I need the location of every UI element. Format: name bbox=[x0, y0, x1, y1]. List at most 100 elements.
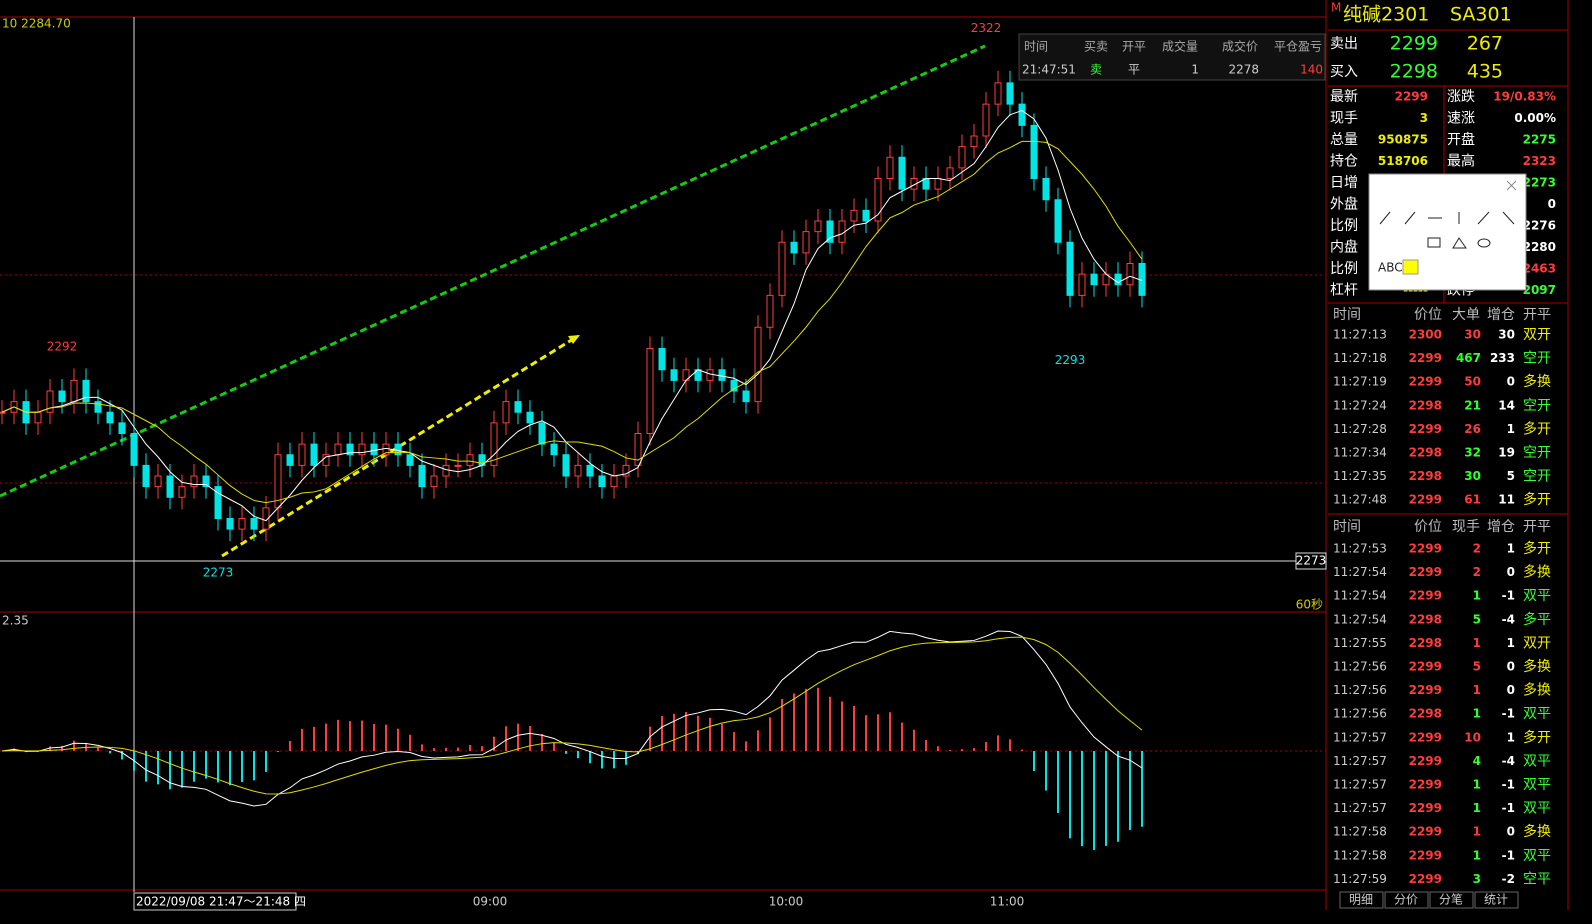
candle-body bbox=[742, 390, 750, 403]
stat-value: 0 bbox=[1548, 197, 1556, 211]
mark: M bbox=[1331, 1, 1341, 15]
candle-body bbox=[970, 135, 978, 148]
candle-body bbox=[994, 82, 1002, 105]
candle-body bbox=[226, 518, 234, 530]
tab[interactable] bbox=[1429, 891, 1474, 909]
stat-label: 总量 bbox=[1330, 132, 1358, 148]
candle-body bbox=[70, 379, 78, 403]
table-cell: 11:27:54 bbox=[1333, 612, 1387, 626]
table-cell: 2299 bbox=[1409, 730, 1442, 744]
candle-body bbox=[1054, 199, 1062, 243]
candle-body bbox=[1006, 82, 1014, 105]
candle-body bbox=[958, 146, 966, 169]
tab-label[interactable]: 明细 bbox=[1349, 893, 1373, 907]
table-cell: 2299 bbox=[1409, 493, 1442, 507]
table-cell: 11 bbox=[1498, 493, 1515, 507]
candle-body bbox=[538, 422, 546, 445]
tab[interactable] bbox=[1384, 891, 1429, 909]
candle-body bbox=[58, 390, 66, 403]
tool-icon bbox=[1404, 211, 1416, 225]
tool-icon bbox=[1427, 237, 1441, 248]
stat-value: 950875 bbox=[1378, 133, 1428, 147]
table-cell: -1 bbox=[1502, 848, 1515, 862]
candle-body bbox=[550, 443, 558, 456]
popup-header: 成交价 bbox=[1222, 39, 1258, 54]
table-cell: -1 bbox=[1502, 801, 1515, 815]
moving-average bbox=[1, 109, 1143, 522]
table-cell: 11:27:28 bbox=[1333, 422, 1387, 436]
popup-cell: 140 bbox=[1300, 63, 1323, 77]
stat-label: 持仓 bbox=[1330, 154, 1358, 170]
table-cell: 11:27:57 bbox=[1333, 801, 1387, 815]
candle-body bbox=[706, 369, 714, 381]
table-cell: 多开 bbox=[1523, 420, 1551, 437]
table-cell: 双平 bbox=[1523, 848, 1551, 864]
tool-text: ABC bbox=[1378, 261, 1403, 275]
table-cell: 多开 bbox=[1523, 729, 1551, 746]
table-cell: 空开 bbox=[1523, 445, 1551, 461]
candle-body bbox=[658, 348, 666, 371]
table-cell: 11:27:54 bbox=[1333, 565, 1387, 579]
candle-body bbox=[310, 443, 318, 466]
candle-body bbox=[394, 443, 402, 456]
table-cell: -2 bbox=[1502, 872, 1515, 886]
cursor-label: 2022/09/08 21:47～21:48 四 bbox=[136, 895, 306, 909]
tool-icon bbox=[1477, 238, 1491, 248]
table-cell: 2299 bbox=[1409, 848, 1442, 862]
candle-body bbox=[874, 178, 882, 222]
popup-header: 成交量 bbox=[1162, 39, 1198, 54]
tab-label[interactable]: 分价 bbox=[1394, 893, 1418, 907]
table-cell: 11:27:58 bbox=[1333, 825, 1387, 839]
candle-body bbox=[1018, 103, 1026, 126]
candle-body bbox=[862, 209, 870, 222]
candle-body bbox=[406, 454, 414, 466]
candle-body bbox=[430, 475, 438, 488]
table-cell: 11:27:53 bbox=[1333, 542, 1387, 556]
candle-body bbox=[190, 475, 198, 488]
stat-label: 现手 bbox=[1330, 111, 1358, 127]
table-cell: 2300 bbox=[1409, 328, 1442, 342]
table-cell: 1 bbox=[1473, 707, 1481, 721]
table-cell: 1 bbox=[1473, 778, 1481, 792]
tab[interactable] bbox=[1339, 891, 1384, 909]
candle-body bbox=[262, 507, 270, 530]
candle-body bbox=[178, 486, 186, 498]
tab-label[interactable]: 统计 bbox=[1484, 893, 1508, 907]
table-cell: 双开 bbox=[1523, 327, 1551, 343]
stat-value: 2276 bbox=[1523, 219, 1556, 233]
table-cell: 0 bbox=[1507, 660, 1515, 674]
candle-body bbox=[718, 369, 726, 381]
tab[interactable] bbox=[1474, 891, 1519, 909]
cursor-box bbox=[133, 892, 297, 911]
table-cell: 11:27:34 bbox=[1333, 446, 1387, 460]
table-cell: 空开 bbox=[1523, 469, 1551, 485]
candle-body bbox=[946, 167, 954, 179]
candle-body bbox=[826, 220, 834, 243]
candle-body bbox=[466, 454, 474, 466]
table-cell: 空平 bbox=[1523, 871, 1551, 887]
candle-body bbox=[334, 443, 342, 456]
stat-label: 杠杆 bbox=[1330, 283, 1358, 299]
stat-value: 0.00% bbox=[1514, 111, 1556, 125]
candle-body bbox=[1066, 241, 1074, 296]
table-cell: 0 bbox=[1507, 683, 1515, 697]
table-cell: 11:27:24 bbox=[1333, 398, 1387, 412]
candle-body bbox=[502, 401, 510, 424]
table-cell: 空开 bbox=[1523, 398, 1551, 414]
popup-box bbox=[1018, 33, 1326, 81]
table-cell: 32 bbox=[1464, 446, 1481, 460]
trade-popup: 时间 买卖 开平 成交量 成交价 平仓盈亏 21:47:51 卖 平 1 2278 140 bbox=[1018, 33, 1326, 81]
table-cell: 5 bbox=[1507, 469, 1515, 483]
stat-label: 开盘 bbox=[1447, 131, 1475, 148]
table-cell: 1 bbox=[1507, 636, 1515, 650]
stat-value: 518706 bbox=[1378, 154, 1428, 168]
bid-price: 2298 bbox=[1390, 61, 1438, 83]
table-cell: 11:27:13 bbox=[1333, 328, 1387, 342]
table-cell: -4 bbox=[1502, 754, 1515, 768]
popup-cell: 1 bbox=[1191, 63, 1199, 77]
table-cell: 0 bbox=[1507, 565, 1515, 579]
candle-body bbox=[754, 326, 762, 403]
table-header: 增仓 bbox=[1487, 307, 1515, 323]
table-cell: 11:27:48 bbox=[1333, 493, 1387, 507]
tab-label[interactable]: 分笔 bbox=[1439, 892, 1463, 907]
